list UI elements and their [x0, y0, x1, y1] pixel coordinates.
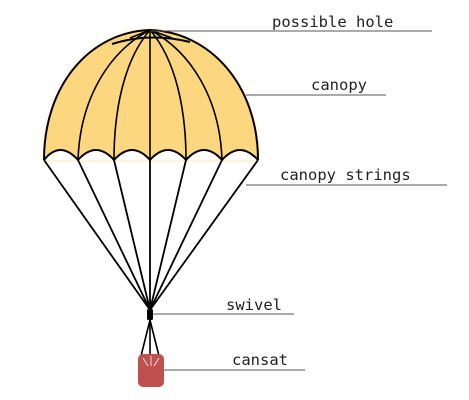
skirt-lobes — [44, 150, 258, 160]
vent-hole — [111, 36, 191, 45]
string — [113, 159, 151, 311]
cansat-line — [140, 319, 151, 357]
string — [77, 159, 151, 311]
string — [149, 159, 259, 311]
canopy-outline — [43, 29, 259, 161]
label-canopy-strings: canopy strings — [280, 166, 411, 184]
gore-line — [113, 29, 151, 161]
label-canopy: canopy — [311, 76, 367, 94]
cansat-detail-line — [142, 357, 149, 367]
string — [149, 159, 187, 311]
canopy-strings — [43, 159, 259, 311]
cansat-body — [138, 354, 164, 387]
cansat-line — [149, 319, 160, 357]
label-possible-hole: possible hole — [272, 13, 393, 31]
cansat-lines — [140, 319, 160, 357]
cansat-detail — [142, 356, 160, 367]
label-cansat: cansat — [232, 351, 288, 369]
swivel — [147, 309, 153, 320]
canopy-shape — [44, 30, 258, 160]
string — [149, 159, 223, 311]
cansat-detail-line — [153, 357, 160, 367]
label-swivel: swivel — [226, 296, 282, 314]
gore-line — [149, 29, 187, 161]
string — [43, 159, 151, 311]
